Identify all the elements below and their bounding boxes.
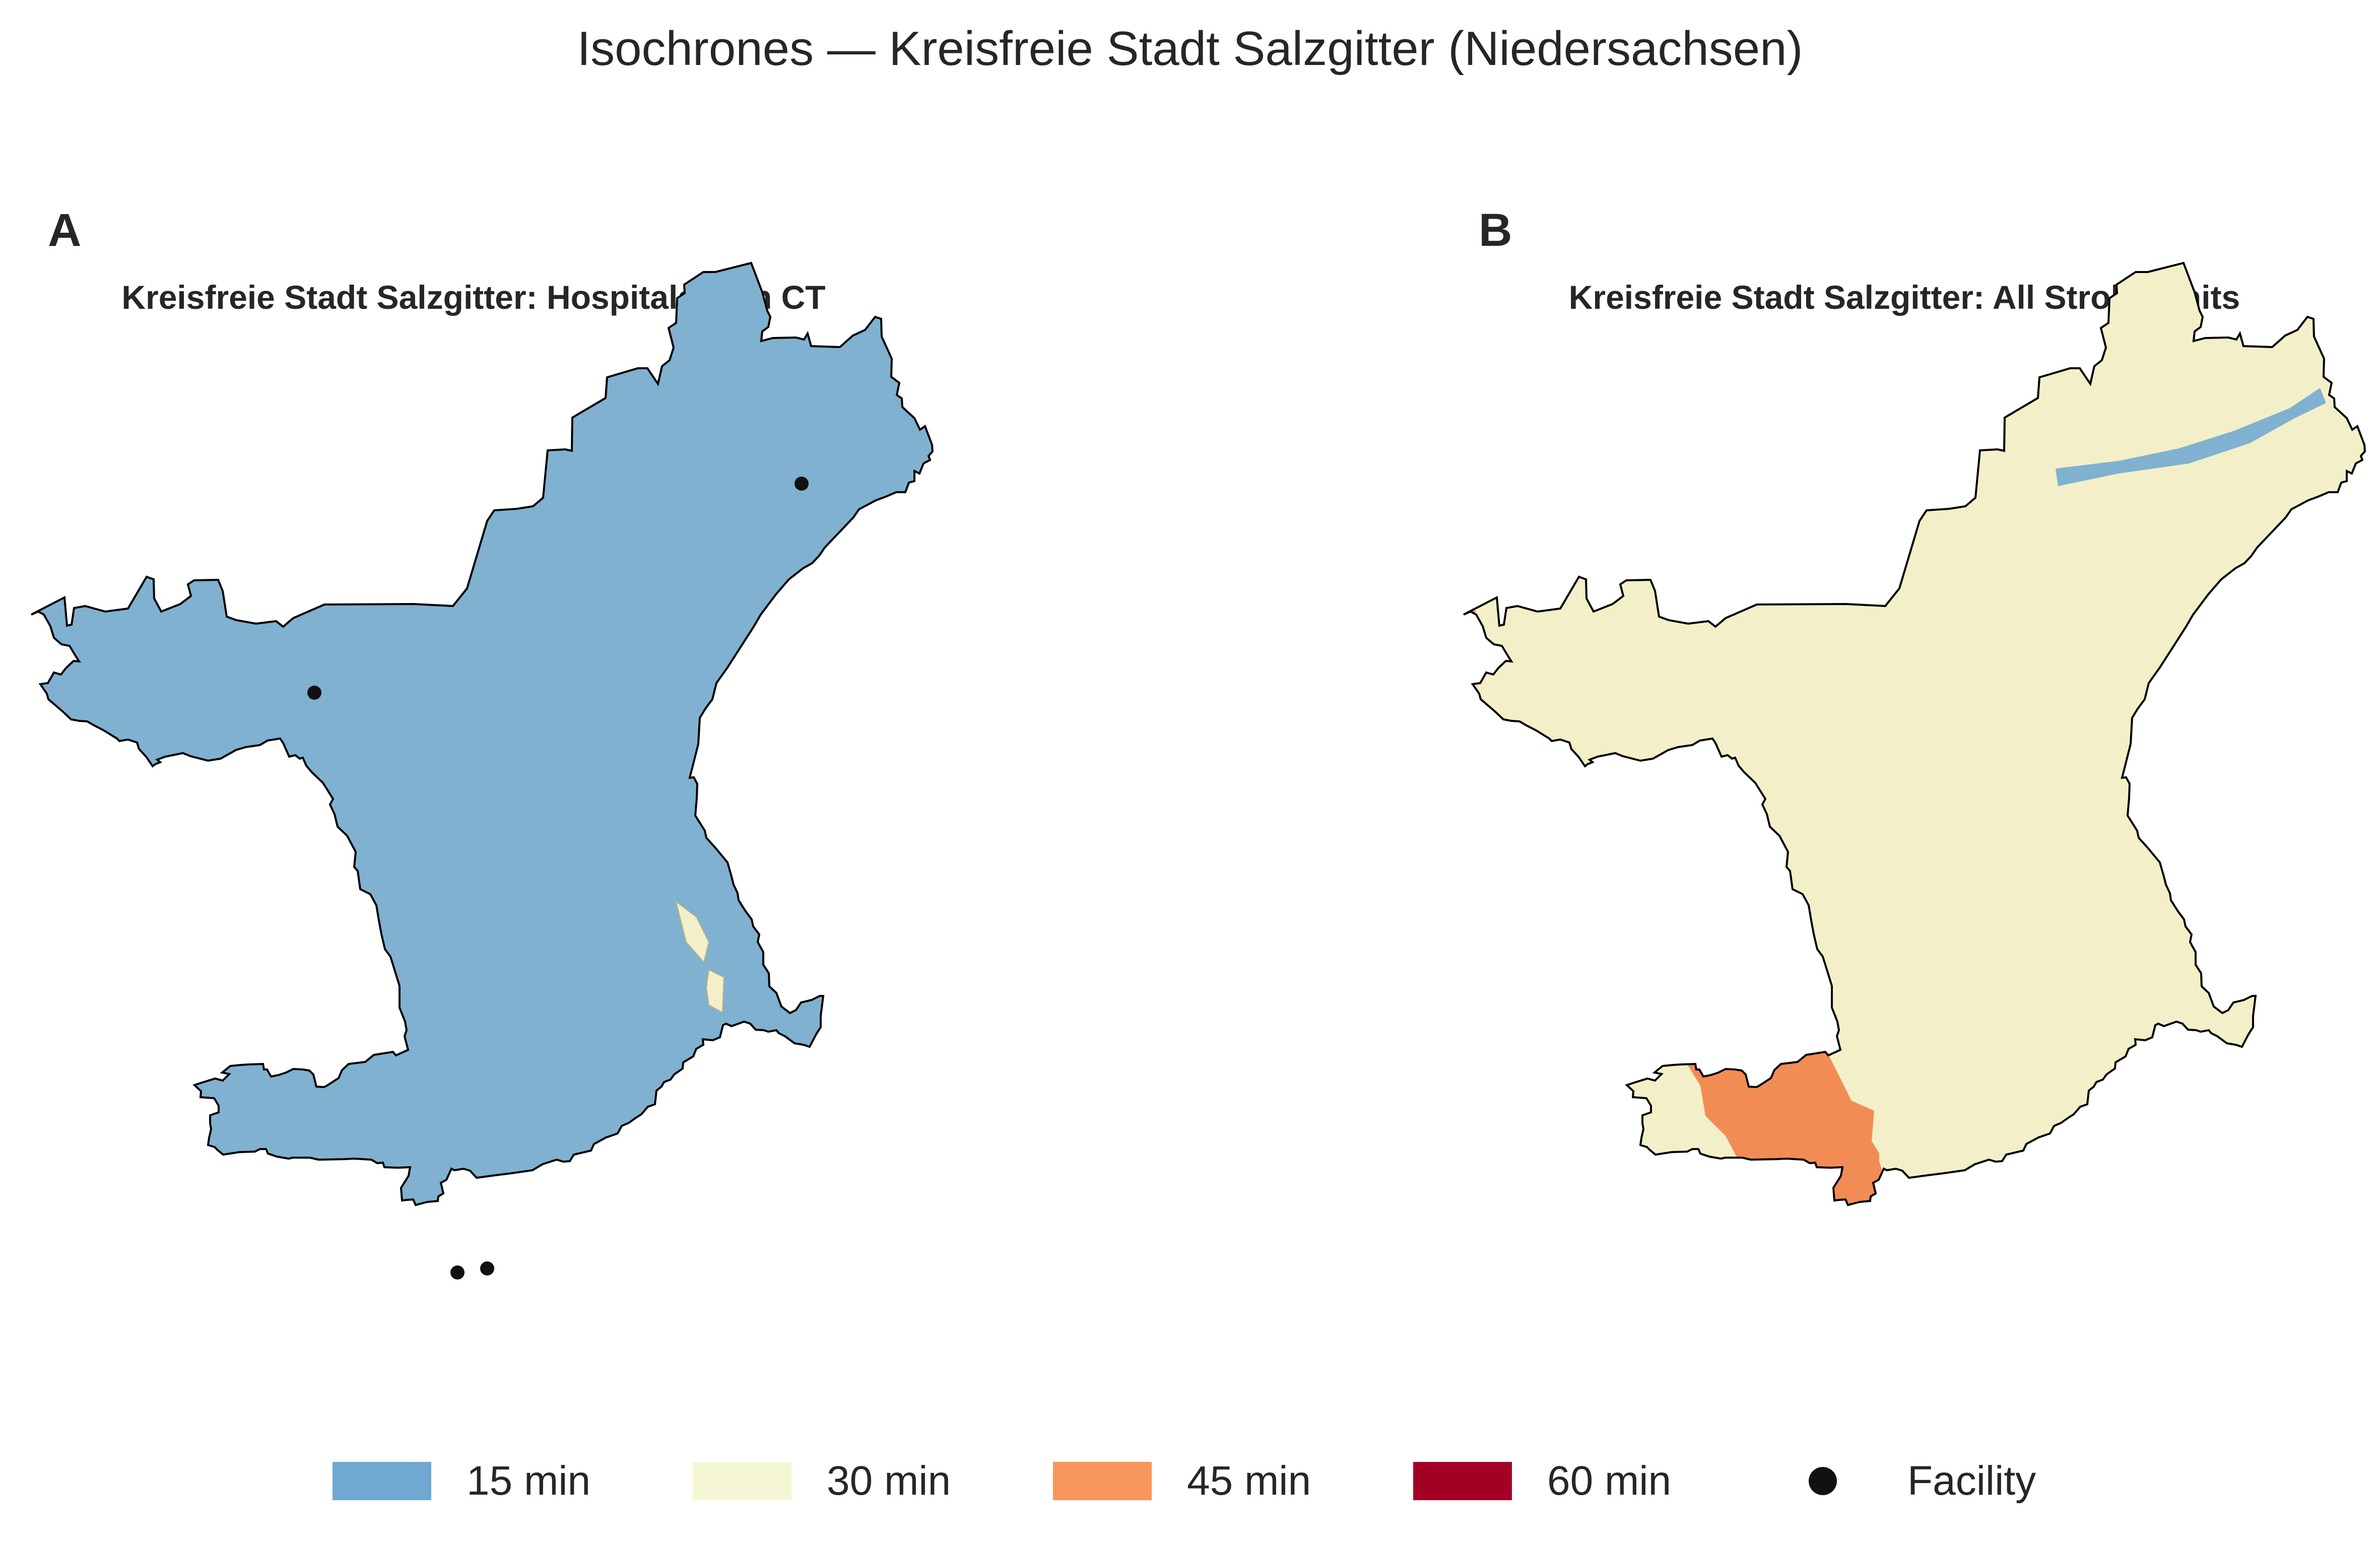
isochrone-15min-zone: [31, 263, 933, 1205]
isochrone-30min-zone-central: [152, 907, 282, 991]
legend-item-60min: 60 min: [1413, 1453, 1671, 1509]
panel-b-letter: B: [1479, 205, 1512, 256]
legend-facility-dot: [1809, 1467, 1837, 1495]
legend-item-30min: 30 min: [693, 1453, 951, 1509]
legend-label-60min: 60 min: [1547, 1458, 1672, 1504]
isochrone-30min-zone-east: [675, 900, 710, 964]
facility-marker: [795, 477, 809, 491]
figure-title: Isochrones — Kreisfreie Stadt Salzgitter…: [577, 22, 1803, 76]
legend-item-15min: 15 min: [333, 1453, 590, 1509]
legend-label-15min: 15 min: [467, 1458, 591, 1504]
legend-label-45min: 45 min: [1187, 1458, 1311, 1504]
facility-marker: [450, 1265, 465, 1280]
panel-a-letter: A: [48, 205, 82, 256]
panel-a-map: [30, 262, 934, 1280]
legend-item-facility: Facility: [1773, 1453, 2036, 1509]
legend-label-30min: 30 min: [827, 1458, 951, 1504]
legend-swatch-45min: [1053, 1462, 1152, 1500]
legend-swatch-30min: [693, 1462, 791, 1500]
facility-marker: [480, 1261, 494, 1276]
isochrone-15min-zone: [2056, 388, 2326, 486]
isochrone-30min-zone: [1464, 263, 2365, 1205]
isochrone-30min-zone-east-small: [705, 969, 725, 1014]
legend-label-facility: Facility: [1907, 1458, 2036, 1504]
legend: 15 min 30 min 45 min 60 min Facility: [0, 1453, 2380, 1509]
facility-marker: [307, 686, 321, 700]
legend-item-45min: 45 min: [1053, 1453, 1311, 1509]
isochrone-30min-zone-west: [41, 828, 107, 918]
legend-swatch-15min: [333, 1462, 431, 1500]
legend-swatch-60min: [1413, 1462, 1512, 1500]
panel-b-map: [1463, 262, 2366, 1206]
